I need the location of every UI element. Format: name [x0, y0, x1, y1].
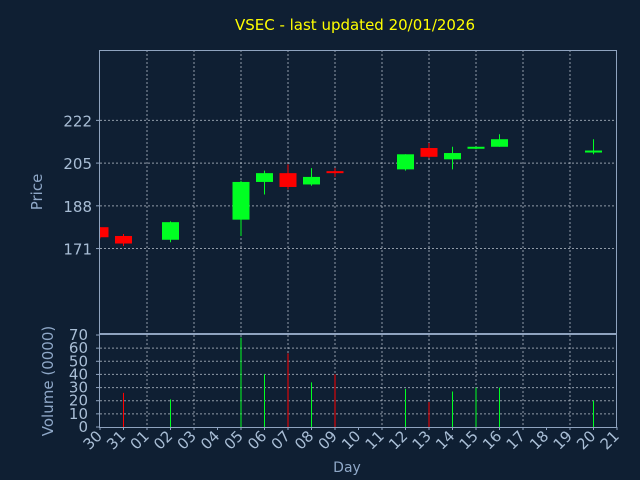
price-tick-label: 188 [63, 198, 92, 216]
price-tick-labels: 171 188 205 222 [63, 112, 100, 259]
price-panel-frame [99, 50, 617, 334]
candle-body [444, 153, 461, 160]
volume-tick-label: 20 [69, 392, 88, 410]
candle-body [100, 227, 109, 238]
candle-body [162, 222, 179, 240]
volume-tick-label: 50 [69, 352, 88, 370]
volume-bars [123, 337, 594, 427]
volume-tick-label: 70 [69, 326, 88, 344]
x-axis-label: Day [333, 460, 361, 476]
candle-body [420, 148, 438, 157]
candle-body [256, 173, 273, 182]
candle-body [467, 146, 485, 149]
volume-panel-frame [99, 334, 617, 428]
volume-tick-label: 60 [69, 339, 88, 357]
price-tick-label: 171 [63, 241, 92, 259]
candle-body [585, 150, 602, 153]
volume-tick-label: 10 [69, 405, 88, 423]
candles [99, 134, 602, 247]
candle-body [279, 173, 297, 187]
candle-body [303, 176, 320, 185]
price-grid [100, 50, 617, 334]
candle-body [397, 154, 414, 170]
volume-tick-label: 0 [78, 418, 88, 436]
volume-tick-label: 40 [69, 365, 88, 383]
candle-body [326, 171, 344, 174]
x-tick-labels: 3031010203040506070809101112131415161718… [80, 427, 623, 453]
price-axis-label: Price [28, 174, 46, 211]
price-tick-label: 205 [63, 155, 92, 173]
candle-body [491, 139, 508, 147]
volume-axis-label: Volume (0000) [39, 326, 57, 436]
price-tick-label: 222 [63, 112, 92, 130]
candle-body [232, 181, 250, 220]
candle-body [115, 235, 132, 244]
chart-title: VSEC - last updated 20/01/2026 [235, 16, 475, 34]
volume-tick-label: 30 [69, 379, 88, 397]
